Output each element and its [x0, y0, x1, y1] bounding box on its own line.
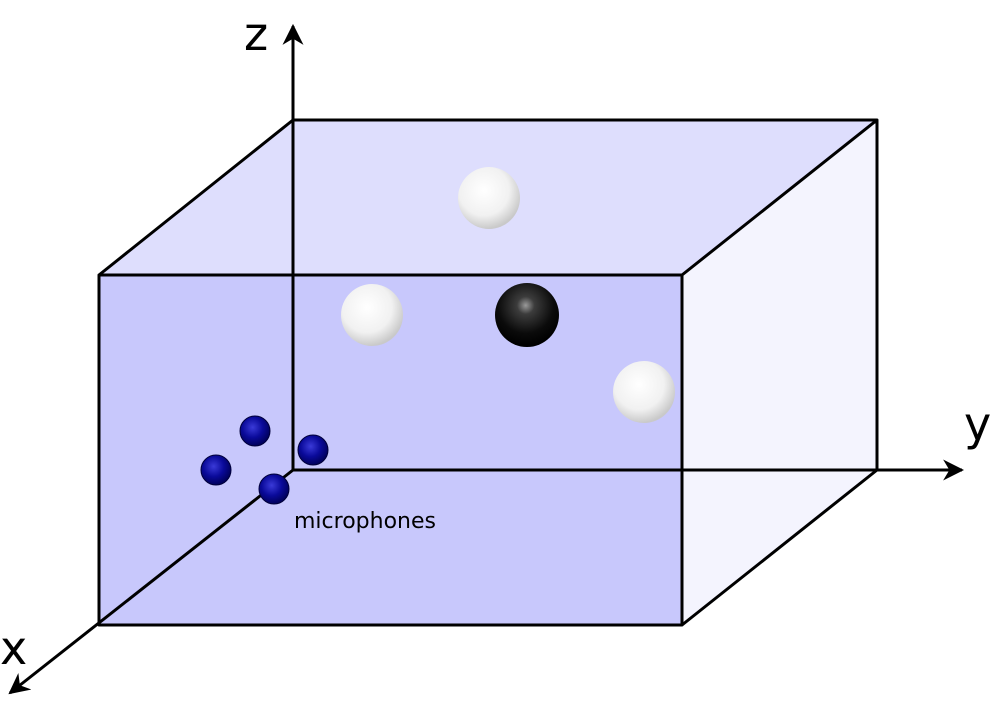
microphone-ball — [239, 415, 271, 447]
x-axis-label: x — [0, 621, 27, 675]
microphone-ball — [200, 454, 232, 486]
microphone-ball — [297, 434, 329, 466]
white-source-ball — [341, 284, 403, 346]
x-axis — [8, 468, 294, 695]
z-axis-label: z — [244, 7, 268, 61]
black-source-ball — [495, 283, 559, 347]
white-source-ball — [613, 361, 675, 423]
room-side-face — [682, 120, 877, 625]
microphones-label: microphones — [294, 509, 436, 534]
y-axis-label: y — [964, 397, 991, 451]
microphone-ball — [258, 473, 290, 505]
white-source-ball — [458, 167, 520, 229]
